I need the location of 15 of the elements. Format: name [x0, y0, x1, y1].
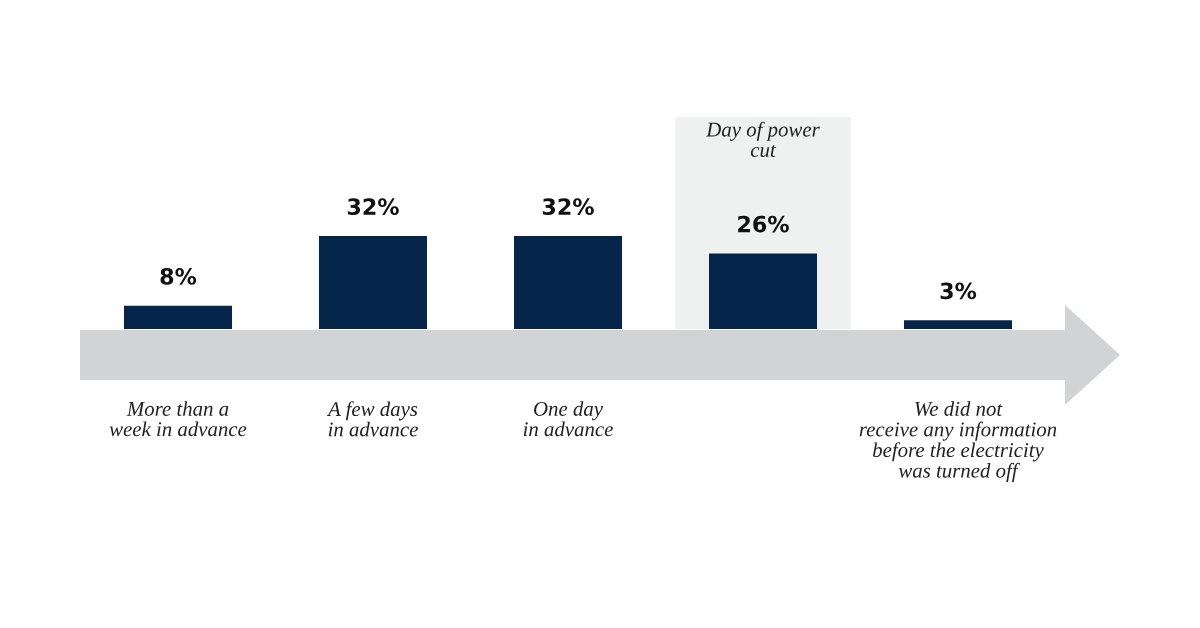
x-tick-label: A few days in advance: [326, 401, 418, 437]
x-tick-label: We did not receive any information before the electricity was turned off: [859, 401, 1057, 482]
x-tick-label: One day in advance: [523, 401, 613, 437]
bar: [318, 236, 428, 329]
data-label: 8%: [160, 267, 197, 285]
bar: [708, 253, 818, 329]
bar: [123, 305, 233, 329]
band-label: Day of power cut: [706, 121, 820, 158]
data-label: 26%: [738, 215, 789, 233]
bar: [903, 320, 1013, 329]
data-label: 32%: [347, 198, 399, 216]
data-label: 3%: [940, 282, 977, 300]
bar: [513, 236, 623, 329]
x-tick-label: More than a week in advance: [109, 401, 247, 437]
data-label: 32%: [542, 198, 594, 216]
